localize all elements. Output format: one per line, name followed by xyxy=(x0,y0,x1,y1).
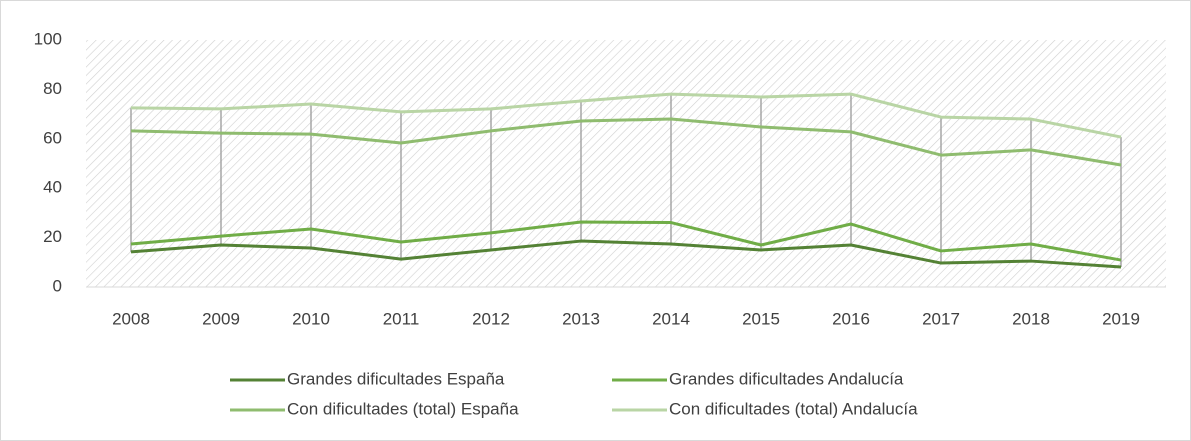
legend-label: Grandes dificultades España xyxy=(287,369,505,388)
legend-label: Con dificultades (total) Andalucía xyxy=(669,399,918,418)
legend-label: Con dificultades (total) España xyxy=(287,399,519,418)
y-tick-label: 40 xyxy=(43,178,62,197)
y-tick-label: 0 xyxy=(53,276,62,295)
x-tick-label: 2016 xyxy=(832,309,870,328)
x-tick-label: 2015 xyxy=(742,309,780,328)
x-tick-label: 2011 xyxy=(383,309,420,328)
y-tick-label: 20 xyxy=(43,227,62,246)
y-tick-label: 80 xyxy=(43,79,62,98)
x-tick-label: 2009 xyxy=(202,309,240,328)
series-line xyxy=(130,220,1122,262)
x-tick-label: 2017 xyxy=(922,309,960,328)
x-tick-label: 2010 xyxy=(292,309,330,328)
x-tick-label: 2018 xyxy=(1012,309,1050,328)
y-tick-label: 100 xyxy=(34,29,62,48)
series-line xyxy=(130,92,1122,139)
legend-label: Grandes dificultades Andalucía xyxy=(669,369,904,388)
x-tick-label: 2012 xyxy=(472,309,510,328)
x-tick-label: 2008 xyxy=(112,309,150,328)
plot-area xyxy=(86,40,1166,287)
y-tick-label: 60 xyxy=(43,128,62,147)
x-tick-label: 2013 xyxy=(562,309,600,328)
x-tick-label: 2014 xyxy=(652,309,690,328)
series-line xyxy=(130,117,1122,167)
series-line xyxy=(130,239,1122,269)
x-tick-label: 2019 xyxy=(1102,309,1140,328)
